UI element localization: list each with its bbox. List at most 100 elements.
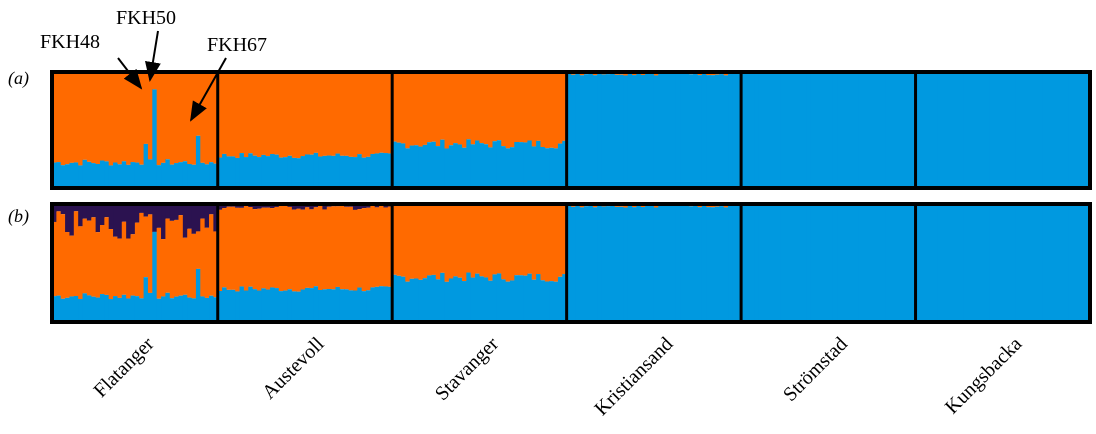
bar-segment-orange: [91, 72, 97, 164]
bar-segment-orange: [483, 204, 489, 278]
bar-segment-blue: [344, 155, 350, 188]
bar-segment-blue: [139, 164, 145, 188]
bar-segment-orange: [178, 72, 184, 163]
bar-segment-orange: [252, 72, 258, 156]
bar-segment-blue: [941, 72, 947, 188]
population-label: Stavanger: [431, 333, 503, 405]
bar-segment-blue: [618, 206, 624, 322]
bar-segment-blue: [719, 74, 725, 188]
bar-segment-blue: [911, 72, 917, 188]
bar-segment-orange: [344, 72, 350, 156]
bar-segment-blue: [1007, 204, 1013, 322]
bar-segment-blue: [379, 152, 385, 188]
bar-segment-orange: [396, 72, 402, 143]
bar-segment-blue: [889, 72, 895, 188]
bar-segment-orange: [56, 211, 62, 296]
bar-segment-blue: [557, 276, 563, 322]
bar-segment-blue: [352, 157, 358, 188]
bar-segment-orange: [248, 207, 254, 287]
bar-segment-orange: [448, 204, 454, 279]
bar-segment-blue: [252, 289, 258, 322]
bar-segment-blue: [963, 72, 969, 188]
bar-segment-blue: [126, 164, 132, 188]
bar-segment-blue: [78, 299, 84, 322]
bar-segment-orange: [357, 209, 363, 288]
bar-segment-blue: [134, 162, 140, 188]
bar-segment-blue: [579, 75, 585, 188]
bar-segment-blue: [858, 72, 864, 188]
bar-segment-blue: [444, 148, 450, 188]
bar-segment-blue: [174, 296, 180, 322]
bar-segment-blue: [383, 153, 389, 188]
bar-segment-purple: [187, 204, 193, 229]
bar-segment-blue: [898, 72, 904, 188]
bar-segment-blue: [680, 204, 685, 322]
bar-segment-orange: [392, 72, 398, 142]
bar-segment-blue: [117, 164, 123, 188]
bar-segment-blue: [209, 162, 214, 188]
bar-segment-orange: [239, 72, 245, 154]
bar-segment-orange: [479, 72, 485, 144]
bar-segment-orange: [540, 72, 546, 147]
bar-segment-blue: [475, 273, 481, 322]
bar-segment-blue: [200, 162, 206, 188]
bar-segment-blue: [400, 276, 406, 322]
bar-segment-blue: [601, 206, 607, 322]
bar-segment-orange: [65, 232, 71, 298]
bar-segment-blue: [322, 289, 328, 322]
panel-label-b: (b): [8, 206, 29, 227]
bar-segment-blue: [584, 206, 590, 322]
bar-segment-blue: [361, 157, 367, 188]
bar-segment-orange: [161, 239, 166, 297]
bar-segment-blue: [719, 206, 725, 322]
bar-segment-purple: [69, 204, 75, 236]
bar-segment-blue: [161, 162, 166, 188]
bar-segment-blue: [413, 278, 419, 322]
bar-segment-blue: [313, 152, 319, 188]
bar-segment-blue: [1063, 72, 1069, 188]
bar-segment-orange: [65, 72, 71, 165]
bar-segment-blue: [99, 294, 105, 322]
bar-segment-blue: [592, 207, 598, 322]
bar-segment-blue: [274, 288, 280, 322]
bar-segment-blue: [256, 157, 262, 188]
population-label: Austevoll: [258, 333, 329, 404]
bar-segment-blue: [937, 72, 943, 188]
bar-segment-blue: [379, 286, 385, 322]
bar-segment-orange: [99, 225, 105, 295]
bar-segment-blue: [348, 156, 354, 188]
bar-segment-blue: [919, 72, 925, 188]
bar-segment-blue: [745, 72, 751, 188]
bar-segment-blue: [396, 275, 402, 322]
bar-segment-orange: [431, 72, 437, 142]
bar-segment-orange: [230, 72, 236, 157]
bar-segment-blue: [767, 72, 773, 188]
bar-segment-blue: [52, 296, 57, 322]
bar-segment-blue: [1020, 72, 1026, 188]
bar-segment-blue: [693, 73, 699, 188]
bar-segment-blue: [697, 75, 703, 188]
bar-segment-purple: [104, 204, 110, 218]
bar-segment-blue: [640, 207, 646, 322]
bar-segment-blue: [440, 139, 446, 188]
bar-segment-purple: [73, 204, 79, 212]
bar-segment-blue: [557, 143, 563, 188]
bar-segment-orange: [239, 207, 245, 287]
bar-segment-orange: [379, 205, 385, 287]
bar-segment-orange: [396, 205, 402, 276]
bar-segment-orange: [209, 72, 214, 163]
bar-segment-blue: [1002, 72, 1008, 188]
bar-segment-orange: [147, 214, 153, 293]
bar-segment-purple: [256, 204, 262, 209]
bar-segment-blue: [553, 148, 559, 188]
bar-segment-blue: [932, 72, 938, 188]
bar-segment-orange: [514, 204, 520, 276]
bar-segment-blue: [488, 280, 494, 322]
bar-segment-blue: [1059, 204, 1065, 322]
bar-segment-blue: [69, 162, 75, 188]
bar-segment-blue: [950, 204, 956, 322]
bar-segment-purple: [191, 204, 197, 234]
bar-segment-blue: [610, 204, 616, 322]
bar-segment-blue: [400, 143, 406, 188]
